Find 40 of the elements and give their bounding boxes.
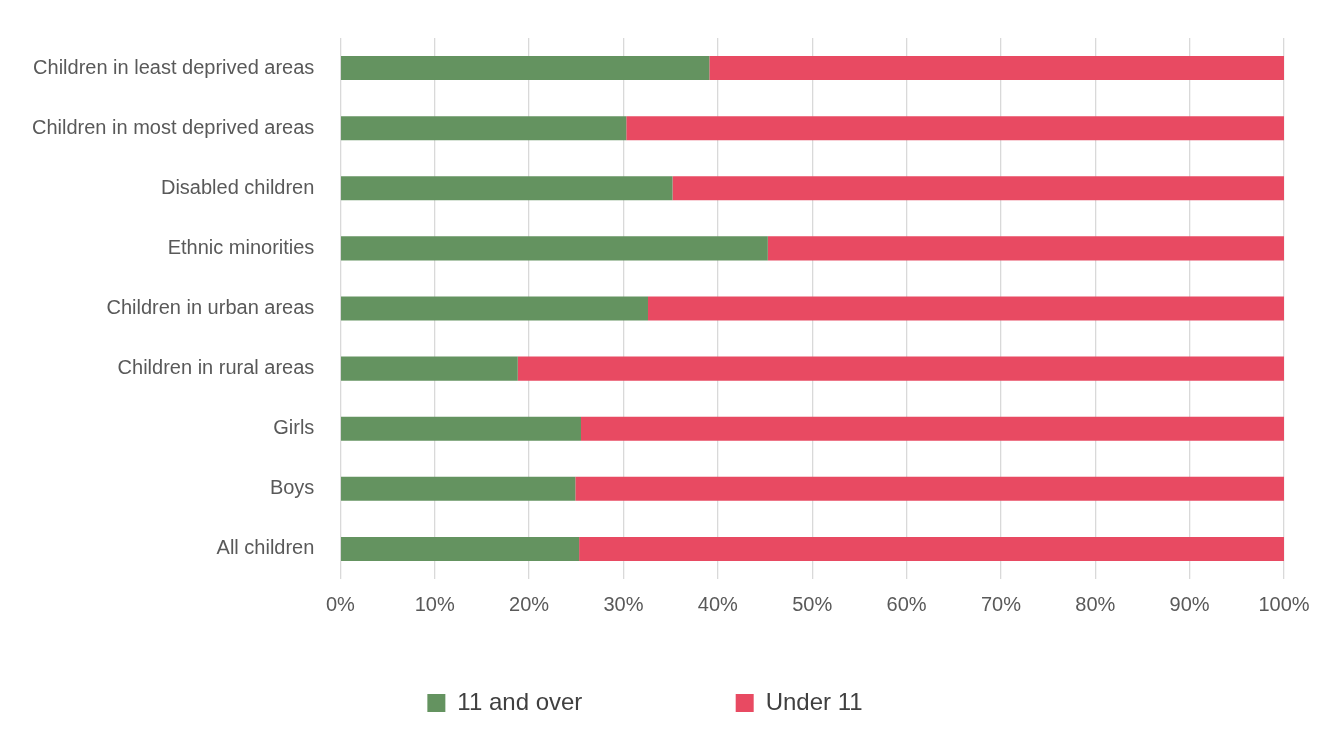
bar [341,56,710,81]
bar [672,176,1284,201]
x-tick-label: 20% [509,592,550,615]
y-tick-label: Children in urban areas [106,296,315,319]
legend-label: 11 and over [457,687,676,715]
bar [341,296,648,321]
bar [767,236,1284,261]
bar [341,176,673,201]
bar [341,416,581,441]
bar [580,416,1284,441]
bar [709,56,1284,81]
bar [579,536,1284,561]
bar [341,116,627,141]
x-tick-label: 60% [886,592,927,615]
legend-label: Under 11 [765,687,863,715]
x-tick-label: 80% [1075,592,1116,615]
y-tick-label: Disabled children [160,175,315,198]
x-tick-label: 100% [1258,592,1310,615]
x-tick-label: 90% [1169,592,1210,615]
bar [341,236,768,261]
bar [626,116,1284,141]
y-tick-label: Children in least deprived areas [33,55,315,78]
bar [647,296,1284,321]
y-tick-label: Children in rural areas [117,356,315,379]
x-tick-label: 50% [792,592,833,615]
x-tick-label: 70% [980,592,1022,615]
x-tick-label: 40% [697,592,739,615]
y-tick-label: Boys [269,476,315,499]
y-tick-label: Ethnic minorities [167,235,315,258]
bar [341,536,580,561]
bar [341,356,518,381]
bar [341,476,576,501]
y-tick-label: Children in most deprived areas [31,115,315,138]
x-tick-label: 30% [603,592,644,615]
y-tick-label: Girls [273,416,315,439]
x-tick-label: 0% [325,592,356,615]
bar [575,476,1284,501]
x-tick-label: 10% [414,592,455,615]
bar [517,356,1284,381]
y-tick-label: All children [216,536,315,559]
